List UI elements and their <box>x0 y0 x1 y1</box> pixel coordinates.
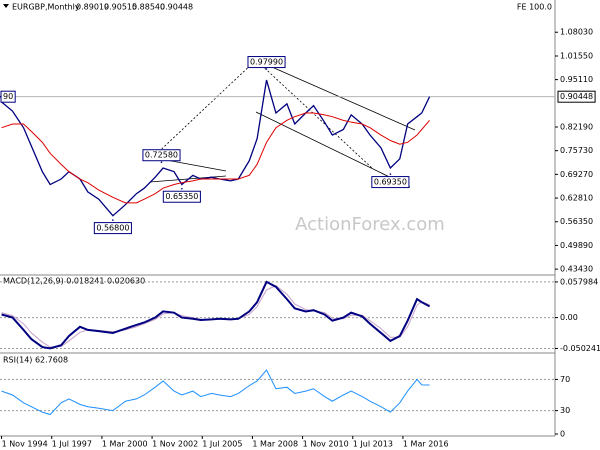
annotation-label: 0.72580 <box>145 151 178 160</box>
x-tick-label: 1 Nov 2010 <box>303 440 349 449</box>
x-tick-label: 1 Jul 2013 <box>353 440 393 449</box>
indicator-title: MACD(12,26,9) 0.018241 0.020630 <box>3 277 145 286</box>
y-tick-label: 0.95110 <box>560 75 593 84</box>
y-tick-label: 0.43430 <box>560 265 593 274</box>
y-tick-label: 0.49890 <box>560 241 593 250</box>
label-box <box>557 90 596 103</box>
annotation-label: 0.65350 <box>165 192 198 201</box>
channel-lower <box>255 111 411 188</box>
indicator-title: RSI(14) 62.7608 <box>3 356 68 365</box>
x-tick-label: 1 Mar 2000 <box>102 440 148 449</box>
annotation-point <box>181 187 183 190</box>
ohlc-open: 0.89019 <box>76 3 109 12</box>
watermark: ActionForex.com <box>295 214 445 235</box>
label-box <box>162 190 201 203</box>
y-tick-label: 30 <box>560 406 570 415</box>
label-box <box>142 149 181 162</box>
y-tick-label: 0.82190 <box>560 122 593 131</box>
label-box <box>371 176 410 189</box>
ohlc-high: 0.90515 <box>104 3 137 12</box>
symbol-title: EURGBP,Monthly <box>12 3 80 12</box>
y-tick-label: 0.00 <box>560 313 578 322</box>
annotation-label: 0.56800 <box>96 224 129 233</box>
label-box <box>0 90 16 103</box>
dotted-trend <box>149 59 257 161</box>
annotation-point <box>112 219 114 221</box>
x-tick-label: 1 Mar 2008 <box>252 440 298 449</box>
y-tick-label: 0.69270 <box>560 170 593 179</box>
annotation-label: 0.69350 <box>374 178 407 187</box>
y-tick-label: 1.08030 <box>560 28 593 37</box>
y-tick-label: -0.050241 <box>560 344 600 353</box>
annotation-label: 90 <box>3 92 13 101</box>
last-price-label: 0.90448 <box>560 92 593 101</box>
dotted-trend <box>255 59 373 169</box>
annotation-point <box>265 68 268 70</box>
annotation-point <box>160 161 163 164</box>
header-tag: FE 100.0 <box>517 3 552 12</box>
series-line <box>1 369 430 416</box>
x-tick-label: 1 Jul 1997 <box>52 440 92 449</box>
y-tick-label: 0.75730 <box>560 146 593 155</box>
y-tick-label: 0 <box>560 430 565 439</box>
y-tick-label: 0.62810 <box>560 194 593 203</box>
annotation-label: 0.97990 <box>250 58 283 67</box>
x-tick-label: 1 Nov 2002 <box>152 440 198 449</box>
series-line <box>1 112 430 204</box>
label-box <box>93 222 132 235</box>
ohlc-low: 0.88540 <box>132 3 165 12</box>
x-tick-label: 1 Mar 2016 <box>403 440 449 449</box>
x-tick-label: 1 Nov 1994 <box>2 440 48 449</box>
ohlc-close: 0.90448 <box>160 3 193 12</box>
annotation-point <box>389 173 392 175</box>
y-tick-label: 0.56350 <box>560 217 593 226</box>
x-tick-label: 1 Jul 2005 <box>202 440 242 449</box>
series-line <box>1 280 431 350</box>
y-tick-label: 70 <box>560 375 570 384</box>
label-box <box>247 56 286 69</box>
channel-upper <box>255 59 416 131</box>
y-tick-label: 0.057984 <box>560 277 598 286</box>
y-tick-label: 1.01550 <box>560 51 593 60</box>
header-icon <box>3 4 9 8</box>
